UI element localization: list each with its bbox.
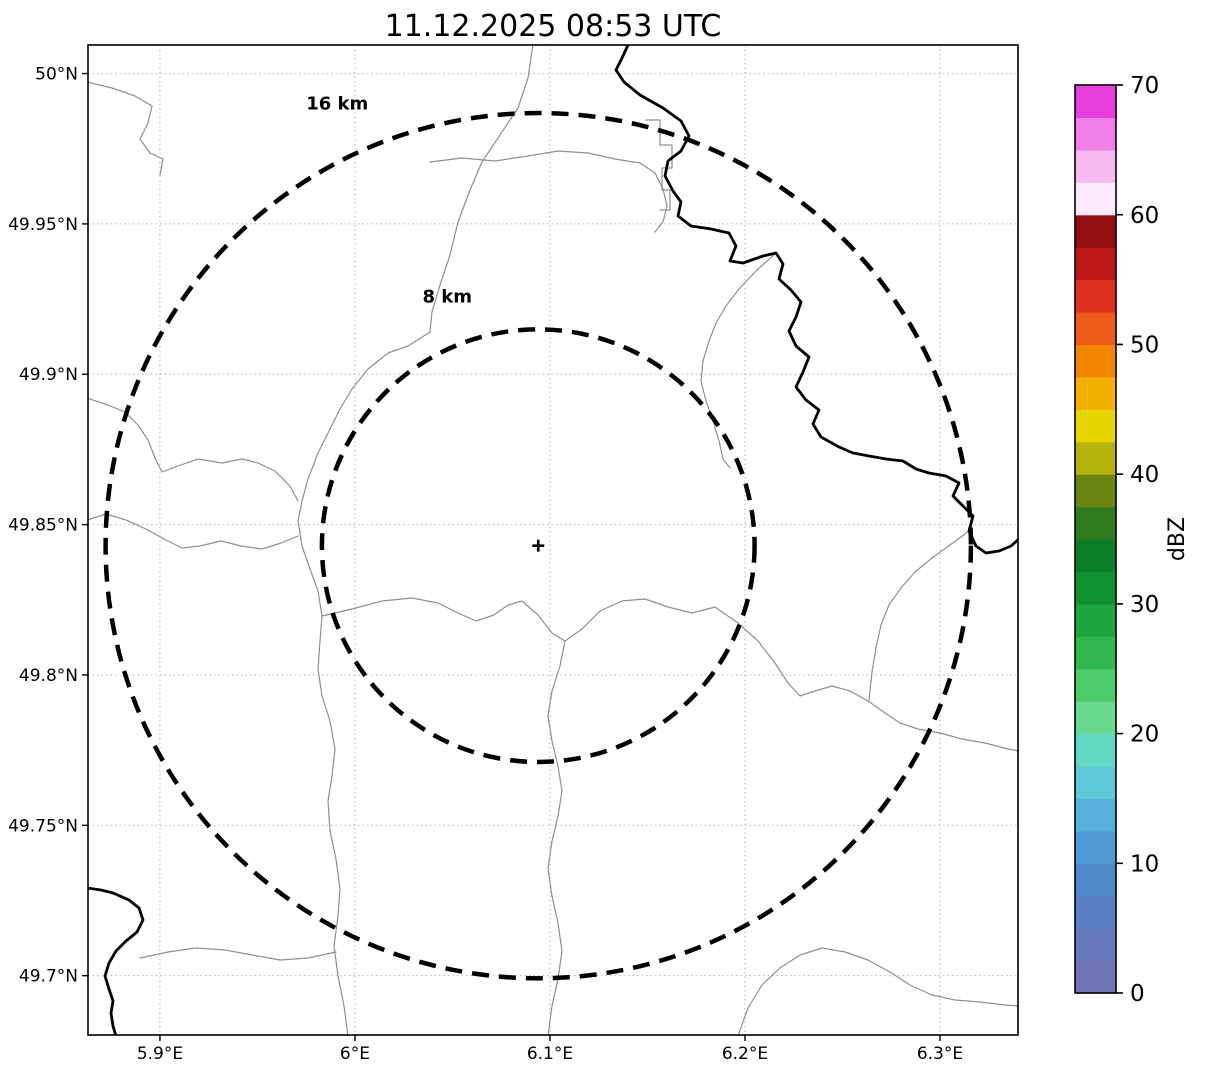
x-tick-label: 6.1°E bbox=[527, 1044, 573, 1064]
national-border-line bbox=[614, 45, 1018, 555]
colorbar-segment bbox=[1075, 960, 1116, 994]
colorbar-segment bbox=[1075, 506, 1116, 540]
regional-boundary-line bbox=[321, 597, 1018, 752]
x-tick-label: 6°E bbox=[340, 1044, 370, 1064]
plot-border bbox=[87, 44, 1019, 1036]
colorbar-segment bbox=[1075, 571, 1116, 605]
colorbar-tick-label: 10 bbox=[1130, 851, 1159, 877]
colorbar-segment bbox=[1075, 376, 1116, 410]
colorbar-segment bbox=[1075, 474, 1116, 508]
colorbar-segment bbox=[1075, 149, 1116, 183]
national-border-line bbox=[88, 886, 145, 1035]
colorbar-outline bbox=[1074, 84, 1117, 994]
y-tick-label: 49.8°N bbox=[19, 666, 78, 686]
range-ring-label-8km: 8 km bbox=[422, 287, 472, 308]
regional-boundary-line bbox=[547, 640, 566, 1035]
regional-boundary-line bbox=[88, 513, 299, 550]
colorbar-tick-label: 50 bbox=[1130, 332, 1159, 358]
x-tick-label: 5.9°E bbox=[137, 1044, 183, 1064]
regional-boundary-line bbox=[297, 331, 431, 1035]
colorbar-segment bbox=[1075, 798, 1116, 832]
x-tick-label: 6.2°E bbox=[722, 1044, 768, 1064]
colorbar-segment bbox=[1075, 117, 1116, 151]
range-ring-label-16km: 16 km bbox=[306, 94, 368, 115]
colorbar-segment bbox=[1075, 441, 1116, 475]
colorbar-segment bbox=[1075, 312, 1116, 346]
colorbar-ticks: 0 10 20 30 40 50 60 70 bbox=[1116, 73, 1159, 1007]
range-ring-16km bbox=[103, 110, 974, 981]
colorbar-tick-label: 0 bbox=[1130, 981, 1145, 1007]
colorbar-segment bbox=[1075, 895, 1116, 929]
radar-site-marker bbox=[532, 539, 545, 552]
colorbar-segment bbox=[1075, 247, 1116, 281]
colorbar-segment bbox=[1075, 766, 1116, 800]
y-tick-label: 49.7°N bbox=[19, 967, 78, 987]
y-tick-label: 49.85°N bbox=[8, 516, 78, 536]
colorbar-segment bbox=[1075, 214, 1116, 248]
colorbar-unit-label: dBZ bbox=[1165, 517, 1190, 561]
colorbar-segment bbox=[1075, 863, 1116, 897]
colorbar-segment bbox=[1075, 636, 1116, 670]
colorbar-segment bbox=[1075, 928, 1116, 962]
x-tick-label: 6.3°E bbox=[917, 1044, 963, 1064]
colorbar-segment bbox=[1075, 279, 1116, 313]
y-tick-label: 49.9°N bbox=[19, 365, 78, 385]
colorbar-segment bbox=[1075, 539, 1116, 573]
regional-boundary-line bbox=[429, 45, 534, 333]
colorbar-tick-label: 70 bbox=[1130, 73, 1159, 99]
colorbar-segment bbox=[1075, 344, 1116, 378]
regional-boundary-line bbox=[868, 530, 970, 701]
colorbar bbox=[1075, 85, 1116, 994]
colorbar-segment bbox=[1075, 85, 1116, 119]
regional-boundary-line bbox=[429, 150, 668, 233]
colorbar-segment bbox=[1075, 409, 1116, 443]
grid-layer bbox=[88, 45, 1018, 1035]
colorbar-segment bbox=[1075, 182, 1116, 216]
colorbar-tick-label: 40 bbox=[1130, 462, 1159, 488]
map-features-layer bbox=[88, 45, 1018, 1035]
range-ring-8km bbox=[319, 327, 757, 765]
regional-boundary-line bbox=[88, 397, 299, 502]
colorbar-segment bbox=[1075, 603, 1116, 637]
colorbar-tick-label: 60 bbox=[1130, 203, 1159, 229]
range-rings-layer: 16 km 8 km bbox=[103, 94, 974, 981]
colorbar-segment bbox=[1075, 733, 1116, 767]
colorbar-segment bbox=[1075, 830, 1116, 864]
regional-boundary-line bbox=[88, 81, 164, 176]
regional-boundary-line bbox=[700, 252, 777, 469]
plot-title: 11.12.2025 08:53 UTC bbox=[385, 9, 722, 44]
colorbar-tick-label: 20 bbox=[1130, 722, 1159, 748]
y-tick-label: 49.75°N bbox=[8, 816, 78, 836]
colorbar-tick-label: 30 bbox=[1130, 592, 1159, 618]
regional-boundary-line bbox=[737, 947, 1018, 1035]
y-tick-label: 50°N bbox=[35, 65, 78, 85]
colorbar-segment bbox=[1075, 668, 1116, 702]
y-tick-label: 49.95°N bbox=[8, 215, 78, 235]
colorbar-segment bbox=[1075, 701, 1116, 735]
regional-boundary-line bbox=[139, 947, 337, 961]
axis-layer: 5.9°E 6°E 6.1°E 6.2°E 6.3°E 50°N 49.95°N 49.9°N… bbox=[8, 65, 963, 1064]
